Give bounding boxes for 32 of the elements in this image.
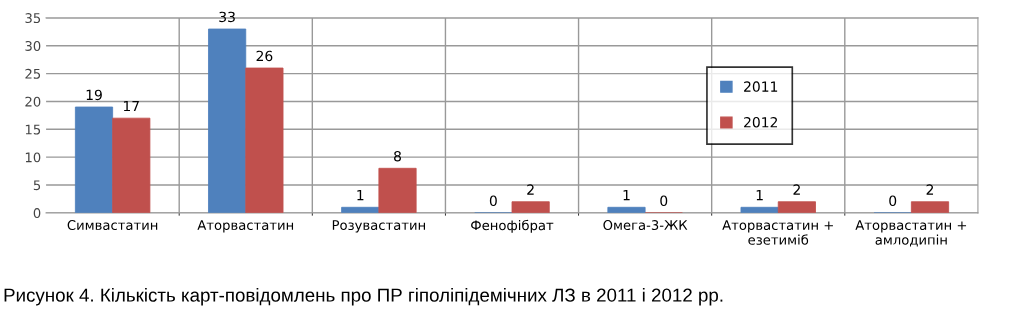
y-tick-label: 5 (33, 180, 41, 191)
x-tick-label: Омега-3-ЖК (603, 220, 688, 231)
data-label: 2 (926, 184, 934, 195)
x-tick-label: Симвастатин (67, 220, 158, 231)
y-tick-label: 20 (25, 96, 41, 107)
data-label: 0 (489, 195, 497, 207)
y-tick-label: 10 (25, 152, 41, 163)
data-label: 1 (623, 190, 630, 201)
data-label: 1 (357, 190, 364, 201)
y-tick-label: 25 (25, 68, 41, 79)
x-tick-label: Аторвастатин + езетиміб (722, 220, 833, 245)
data-label: 17 (123, 100, 139, 112)
legend-label: 2011 (744, 81, 778, 92)
x-tick-label: Розувастатин (332, 220, 425, 233)
y-tick-label: 15 (25, 124, 41, 135)
data-label: 26 (256, 50, 273, 62)
data-label: 1 (756, 190, 763, 201)
x-tick-label: Аторвастатин (197, 220, 294, 233)
data-label: 8 (394, 150, 401, 162)
data-label: 0 (660, 195, 668, 207)
data-label: 0 (889, 195, 897, 207)
data-label: 19 (86, 89, 102, 101)
y-tick-label: 30 (25, 40, 41, 51)
data-label: 2 (793, 184, 800, 195)
data-label: 33 (219, 11, 235, 23)
data-label: 2 (527, 184, 534, 195)
x-tick-label: Фенофібрат (471, 219, 554, 233)
x-tick-label: Аторвастатин + амлодипін (855, 220, 967, 247)
y-tick-label: 35 (25, 13, 41, 24)
y-tick-label: 0 (33, 208, 41, 219)
text: Рисунок 4. Кількість карт-повідомлень про ПР гіполіпідемічних ЛЗ в 2011 і 2012 рр. (4, 288, 723, 306)
legend-label: 2012 (744, 116, 778, 128)
